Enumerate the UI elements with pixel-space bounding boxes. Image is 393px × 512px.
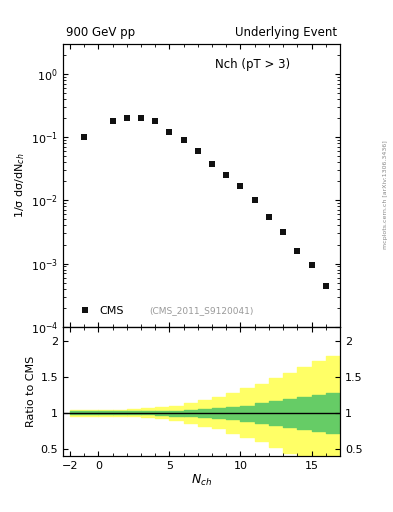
Text: mcplots.cern.ch [arXiv:1306.3436]: mcplots.cern.ch [arXiv:1306.3436] (383, 140, 388, 249)
Legend: CMS: CMS (68, 300, 130, 322)
Y-axis label: Ratio to CMS: Ratio to CMS (26, 356, 36, 427)
Text: Underlying Event: Underlying Event (235, 26, 337, 39)
X-axis label: $N_{ch}$: $N_{ch}$ (191, 473, 212, 488)
Text: Nch (pT > 3): Nch (pT > 3) (215, 58, 290, 71)
Y-axis label: 1/σ dσ/dN$_{ch}$: 1/σ dσ/dN$_{ch}$ (13, 153, 26, 218)
Text: 900 GeV pp: 900 GeV pp (66, 26, 135, 39)
Text: (CMS_2011_S9120041): (CMS_2011_S9120041) (149, 307, 253, 315)
